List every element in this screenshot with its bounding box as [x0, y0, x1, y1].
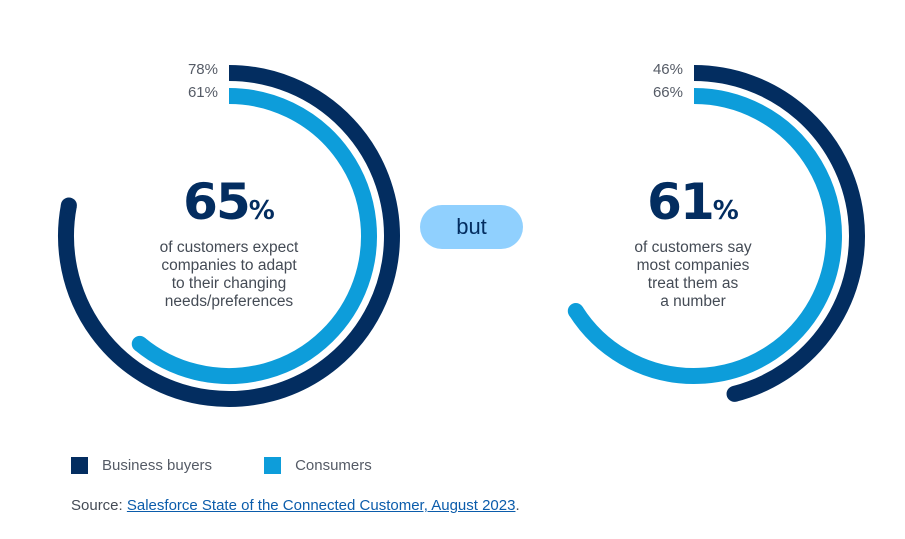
source-line: Source: Salesforce State of the Connecte… — [71, 497, 520, 514]
left-desc-line: of customers expect — [159, 239, 299, 256]
legend-label: Consumers — [295, 457, 372, 474]
left-business-label: 78% — [187, 61, 218, 78]
left-headline-number: 65 — [183, 173, 251, 231]
right-headline-stat: 61% — [593, 176, 793, 237]
business-buyers-swatch — [71, 457, 88, 474]
consumers-swatch — [264, 457, 282, 474]
right-description: of customers say most companies treat th… — [593, 239, 793, 311]
left-consumer-label: 61% — [187, 84, 218, 101]
left-headline-stat: 65% — [129, 176, 329, 237]
right-percent-sign: % — [712, 196, 739, 226]
right-consumers-arc — [569, 88, 842, 384]
left-desc-line: to their changing — [171, 275, 287, 292]
right-desc-line: of customers say — [634, 239, 752, 256]
right-consumer-label: 66% — [652, 84, 683, 101]
left-description: of customers expect companies to adapt t… — [129, 239, 329, 311]
legend: Business buyers Consumers — [71, 457, 424, 474]
legend-label: Business buyers — [102, 457, 213, 474]
source-prefix: Source: — [71, 497, 127, 514]
right-consumers-arc-end — [567, 303, 584, 320]
left-consumers-arc — [134, 88, 377, 384]
source-link[interactable]: Salesforce State of the Connected Custom… — [126, 497, 516, 514]
left-desc-line: companies to adapt — [161, 257, 297, 274]
left-consumers-arc-end — [131, 335, 148, 352]
left-business-buyers-arc-end — [60, 197, 77, 214]
right-headline-number: 61 — [647, 173, 715, 231]
left-percent-sign: % — [248, 196, 275, 226]
right-center-block: 61% of customers say most companies trea… — [593, 176, 793, 311]
right-desc-line: treat them as — [647, 275, 739, 292]
right-desc-line: most companies — [636, 257, 750, 274]
right-business-buyers-arc — [693, 65, 865, 402]
right-business-label: 46% — [652, 61, 683, 78]
legend-item-business-buyers: Business buyers — [71, 457, 212, 474]
left-business-buyers-arc — [58, 65, 400, 407]
right-business-buyers-arc-end — [726, 385, 743, 402]
legend-item-consumers: Consumers — [264, 457, 372, 474]
right-desc-line: a number — [660, 293, 726, 310]
but-connector-pill: but — [420, 205, 523, 249]
left-center-block: 65% of customers expect companies to ada… — [129, 176, 329, 311]
source-suffix: . — [515, 497, 520, 514]
left-desc-line: needs/preferences — [164, 293, 294, 310]
